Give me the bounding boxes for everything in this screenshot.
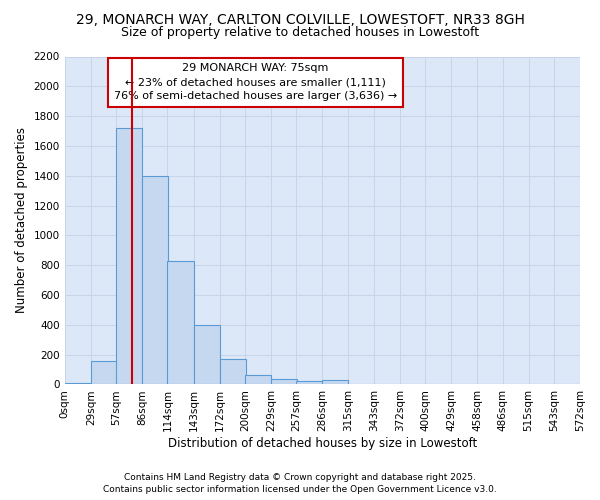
Bar: [91, 360, 117, 384]
Bar: [193, 325, 220, 384]
Bar: [296, 380, 322, 384]
Text: Size of property relative to detached houses in Lowestoft: Size of property relative to detached ho…: [121, 26, 479, 39]
Text: 29, MONARCH WAY, CARLTON COLVILLE, LOWESTOFT, NR33 8GH: 29, MONARCH WAY, CARLTON COLVILLE, LOWES…: [76, 12, 524, 26]
Bar: [220, 359, 246, 384]
Text: Contains HM Land Registry data © Crown copyright and database right 2025.
Contai: Contains HM Land Registry data © Crown c…: [103, 472, 497, 494]
Bar: [167, 260, 193, 384]
Bar: [322, 380, 349, 384]
Text: 29 MONARCH WAY: 75sqm
← 23% of detached houses are smaller (1,111)
76% of semi-d: 29 MONARCH WAY: 75sqm ← 23% of detached …: [114, 63, 397, 101]
Bar: [65, 383, 91, 384]
Bar: [271, 379, 297, 384]
Bar: [142, 176, 168, 384]
Bar: [245, 375, 271, 384]
X-axis label: Distribution of detached houses by size in Lowestoft: Distribution of detached houses by size …: [168, 437, 477, 450]
Y-axis label: Number of detached properties: Number of detached properties: [15, 128, 28, 314]
Bar: [116, 128, 142, 384]
